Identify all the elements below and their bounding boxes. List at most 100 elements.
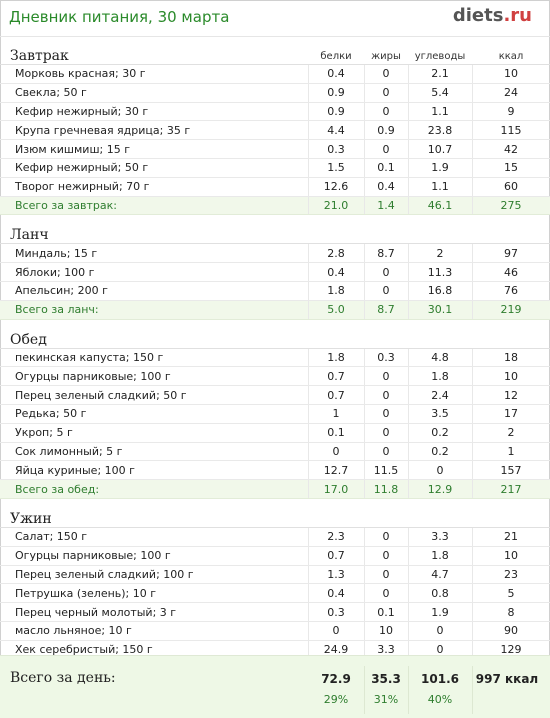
cell-carbs: 1.9 [431, 161, 449, 175]
cell-kcal: 90 [504, 624, 518, 638]
cell-carbs: 23.8 [427, 123, 453, 137]
cell-carbs: 1.8 [431, 369, 449, 383]
column-divider [472, 442, 473, 461]
column-divider [472, 158, 473, 177]
column-divider [408, 367, 409, 386]
food-name: Укроп; 5 г [15, 426, 73, 440]
meal-title: Ланч [0, 221, 550, 243]
meal-title-text: Обед [10, 331, 47, 348]
food-name: масло льняное; 10 г [15, 624, 132, 638]
meal-total-row: Всего за ланч: 5.0 8.7 30.1 219 [0, 300, 550, 320]
cell-kcal: 23 [504, 567, 518, 581]
column-divider [472, 603, 473, 621]
cell-kcal: 129 [500, 643, 522, 657]
table-row: Изюм кишмиш; 15 г 0.3 0 10.7 42 [0, 140, 550, 159]
column-divider [364, 367, 365, 386]
cell-carbs: 4.8 [431, 350, 449, 364]
cell-kcal: 12 [504, 388, 518, 402]
day-total-fat-pct: 31% [373, 693, 399, 706]
food-name: Петрушка (зелень); 10 г [15, 586, 157, 600]
table-row: Перец черный молотый; 3 г 0.3 0.1 1.9 8 [0, 603, 550, 622]
cell-fat: 0 [382, 407, 390, 421]
cell-carbs: 0.2 [431, 444, 449, 458]
table-row: Миндаль; 15 г 2.8 8.7 2 97 [0, 243, 550, 264]
cell-fat: 0 [382, 67, 390, 81]
column-divider [408, 140, 409, 158]
column-divider [308, 281, 309, 300]
column-divider [472, 177, 473, 196]
cell-protein: 0.4 [327, 265, 345, 279]
table-row: Укроп; 5 г 0.1 0 0.2 2 [0, 423, 550, 443]
cell-protein: 1 [332, 407, 340, 421]
cell-fat: 10 [379, 624, 393, 638]
cell-kcal: 9 [507, 104, 515, 118]
column-divider [408, 158, 409, 177]
cell-fat: 0 [382, 444, 390, 458]
cell-carbs: 4.7 [431, 567, 449, 581]
column-divider [364, 527, 365, 546]
cell-carbs: 30.1 [427, 303, 453, 317]
cell-kcal: 17 [504, 407, 518, 421]
column-divider [408, 102, 409, 121]
column-divider [472, 423, 473, 442]
column-header-kcal: ккал [498, 51, 524, 62]
column-divider [364, 83, 365, 102]
food-name: Огурцы парниковые; 100 г [15, 549, 171, 563]
column-divider [364, 263, 365, 281]
column-header-protein: белки [320, 51, 352, 62]
cell-fat: 11.8 [373, 482, 399, 496]
cell-fat: 0 [382, 567, 390, 581]
cell-protein: 1.5 [327, 161, 345, 175]
column-divider [364, 546, 365, 565]
meal-title-text: Ужин [10, 510, 52, 527]
column-divider [364, 603, 365, 621]
column-divider [472, 348, 473, 367]
meal-total-label: Всего за ланч: [15, 303, 99, 317]
cell-kcal: 217 [500, 482, 522, 496]
page-title: Дневник питания, 30 марта [9, 8, 230, 26]
meal-total-row: Всего за обед: 17.0 11.8 12.9 217 [0, 480, 550, 499]
day-total-fat: 35.3 [371, 672, 401, 686]
cell-kcal: 76 [504, 284, 518, 298]
column-divider [364, 461, 365, 480]
cell-fat: 8.7 [377, 303, 395, 317]
cell-protein: 4.4 [327, 123, 345, 137]
column-divider [364, 300, 365, 319]
cell-kcal: 1 [507, 444, 515, 458]
column-divider [308, 244, 309, 263]
column-divider [472, 640, 473, 659]
column-divider [364, 244, 365, 263]
table-row: Свекла; 50 г 0.9 0 5.4 24 [0, 83, 550, 103]
column-divider [472, 480, 473, 498]
cell-fat: 11.5 [373, 463, 399, 477]
cell-kcal: 2 [507, 426, 515, 440]
column-divider [408, 527, 409, 546]
column-divider [364, 404, 365, 423]
logo-tld: .ru [503, 5, 532, 26]
column-divider [472, 83, 473, 102]
cell-kcal: 157 [500, 463, 522, 477]
column-divider [364, 480, 365, 498]
cell-protein: 0.3 [327, 142, 345, 156]
column-divider [308, 121, 309, 140]
cell-protein: 12.6 [323, 180, 349, 194]
cell-carbs: 2.1 [431, 67, 449, 81]
cell-protein: 0.7 [327, 388, 345, 402]
cell-carbs: 3.3 [431, 530, 449, 544]
column-divider [408, 196, 409, 215]
column-divider [408, 621, 409, 640]
cell-fat: 0.1 [377, 161, 395, 175]
cell-carbs: 46.1 [427, 198, 453, 212]
cell-fat: 0.1 [377, 605, 395, 619]
cell-fat: 0 [382, 86, 390, 100]
column-divider [364, 565, 365, 584]
column-divider [408, 177, 409, 196]
cell-protein: 0.7 [327, 549, 345, 563]
cell-carbs: 0 [436, 624, 444, 638]
site-logo[interactable]: diets.ru [453, 5, 532, 26]
column-divider [408, 348, 409, 367]
cell-protein: 5.0 [327, 303, 345, 317]
column-divider [308, 423, 309, 442]
cell-protein: 0.4 [327, 586, 345, 600]
cell-kcal: 10 [504, 549, 518, 563]
